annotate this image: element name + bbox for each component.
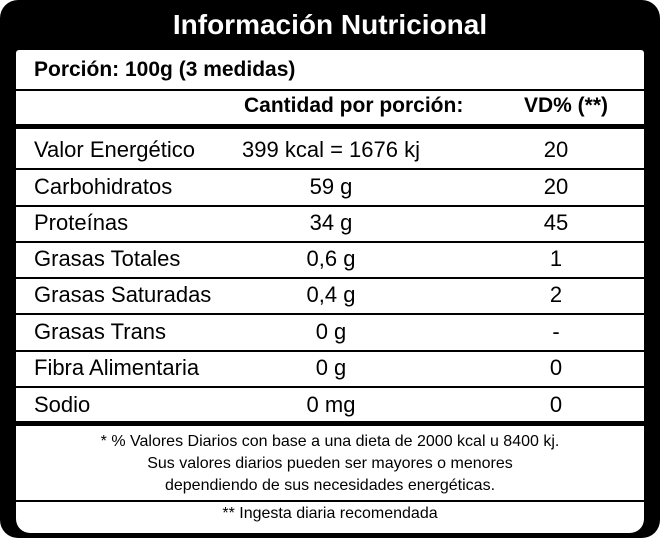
table-row: Grasas Saturadas 0,4 g 2 bbox=[16, 277, 644, 313]
nutrition-panel: Porción: 100g (3 medidas) Cantidad por p… bbox=[16, 50, 644, 533]
divider-thick bbox=[16, 124, 644, 129]
nutrient-quantity: 399 kcal = 1676 kj bbox=[242, 137, 420, 162]
nutrient-name: Carbohidratos bbox=[34, 174, 173, 199]
nutrient-vd: 45 bbox=[543, 210, 569, 235]
nutrient-name: Sodio bbox=[34, 392, 91, 417]
label-title: Información Nutricional bbox=[172, 9, 488, 40]
table-row: Valor Energético 399 kcal = 1676 kj 20 bbox=[16, 132, 644, 168]
divider bbox=[16, 241, 644, 243]
table-row: Grasas Totales 0,6 g 1 bbox=[16, 241, 644, 277]
divider-thick bbox=[16, 421, 644, 426]
nutrient-name: Fibra Alimentaria bbox=[34, 355, 200, 380]
vd-column-header: VD% (**) bbox=[524, 94, 609, 117]
nutrient-quantity: 0,6 g bbox=[306, 246, 356, 271]
divider bbox=[16, 386, 644, 388]
table-row: Carbohidratos 59 g 20 bbox=[16, 169, 644, 205]
nutrient-quantity: 0 g bbox=[315, 355, 347, 380]
table-row: Grasas Trans 0 g - bbox=[16, 314, 644, 350]
nutrient-vd: - bbox=[552, 319, 560, 344]
divider bbox=[16, 277, 644, 279]
portion-size: Porción: 100g (3 medidas) bbox=[34, 58, 296, 81]
nutrient-vd: 20 bbox=[543, 174, 569, 199]
divider bbox=[16, 168, 644, 170]
divider bbox=[16, 350, 644, 352]
footnote-line: dependiendo de sus necesidades energétic… bbox=[164, 477, 496, 494]
divider bbox=[16, 89, 644, 91]
footnote-line: Sus valores diarios pueden ser mayores o… bbox=[147, 455, 513, 472]
divider bbox=[16, 205, 644, 207]
nutrient-quantity: 0,4 g bbox=[306, 282, 356, 307]
nutrient-quantity: 0 mg bbox=[306, 392, 356, 417]
nutrient-vd: 0 bbox=[549, 392, 563, 417]
nutrient-name: Grasas Saturadas bbox=[34, 282, 212, 307]
divider bbox=[16, 500, 644, 502]
recommended-intake-note: ** Ingesta diaria recomendada bbox=[222, 505, 438, 522]
table-row: Fibra Alimentaria 0 g 0 bbox=[16, 350, 644, 386]
divider bbox=[16, 313, 644, 315]
quantity-column-header: Cantidad por porción: bbox=[244, 94, 464, 117]
nutrient-quantity: 59 g bbox=[309, 174, 353, 199]
footnote-line: * % Valores Diarios con base a una dieta… bbox=[100, 433, 560, 450]
nutrient-vd: 20 bbox=[543, 137, 569, 162]
nutrient-name: Grasas Trans bbox=[34, 319, 167, 344]
nutrient-vd: 1 bbox=[549, 246, 563, 271]
nutrient-quantity: 34 g bbox=[309, 210, 353, 235]
nutrient-name: Proteínas bbox=[34, 210, 129, 235]
table-row: Proteínas 34 g 45 bbox=[16, 205, 644, 241]
nutrient-quantity: 0 g bbox=[315, 319, 347, 344]
nutrient-vd: 2 bbox=[549, 282, 563, 307]
nutrient-vd: 0 bbox=[549, 355, 563, 380]
nutrient-name: Grasas Totales bbox=[34, 246, 181, 271]
nutrient-name: Valor Energético bbox=[34, 137, 196, 162]
table-row: Sodio 0 mg 0 bbox=[16, 387, 644, 423]
